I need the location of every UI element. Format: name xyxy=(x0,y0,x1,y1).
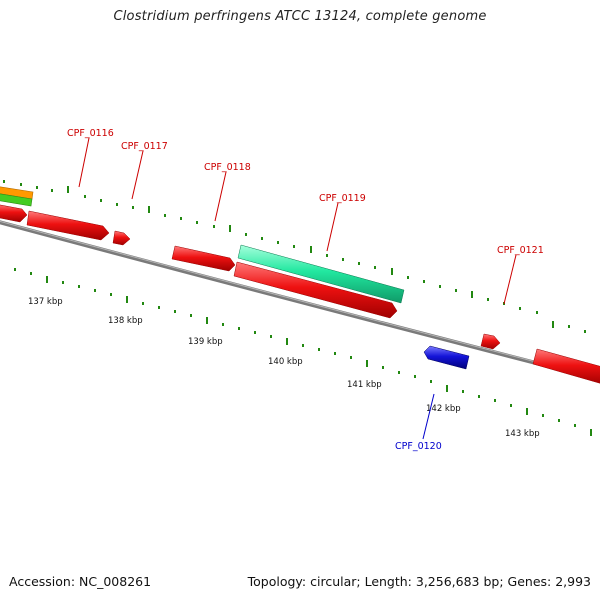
forward-cds-track xyxy=(0,204,600,384)
gene-label-cpf-0121: CPF_0121 xyxy=(497,245,544,256)
feature-bar xyxy=(237,244,405,304)
gene-labels: CPF_0116 CPF_0117 CPF_0118 CPF_0119 CPF_… xyxy=(67,128,544,452)
scale-tick-labels: 137 kbp 138 kbp 139 kbp 140 kbp 141 kbp … xyxy=(28,297,540,439)
scale-tick-label: 140 kbp xyxy=(268,357,303,367)
scale-tick-label: 142 kbp xyxy=(426,404,461,414)
scale-tick-label: 139 kbp xyxy=(188,337,223,347)
cds-arrow xyxy=(171,245,236,272)
cds-arrow xyxy=(480,333,501,350)
label-leaders xyxy=(78,137,517,440)
map-title: Clostridium perfringens ATCC 13124, comp… xyxy=(113,9,487,24)
gene-label-cpf-0119: CPF_0119 xyxy=(319,193,366,204)
reverse-cds-arrow xyxy=(423,345,470,370)
scale-tick-label: 141 kbp xyxy=(347,380,382,390)
gene-label-cpf-0117: CPF_0117 xyxy=(121,141,168,152)
cds-arrow xyxy=(532,348,600,384)
cds-arrow xyxy=(26,210,110,241)
scale-tick-label: 137 kbp xyxy=(28,297,63,307)
upper-tick-track xyxy=(3,180,586,333)
cds-arrow xyxy=(112,230,131,246)
green-feature xyxy=(0,193,33,207)
scale-tick-label: 143 kbp xyxy=(505,429,540,439)
lower-tick-track xyxy=(14,268,592,436)
genome-backbone xyxy=(0,220,600,382)
gene-label-cpf-0118: CPF_0118 xyxy=(204,162,251,173)
scale-tick-label: 138 kbp xyxy=(108,316,143,326)
genome-summary-text: Topology: circular; Length: 3,256,683 bp… xyxy=(247,574,591,589)
cds-arrow xyxy=(233,261,398,319)
gene-label-cpf-0116: CPF_0116 xyxy=(67,128,114,139)
accession-text: Accession: NC_008261 xyxy=(9,574,152,589)
cds-arrow xyxy=(0,204,28,223)
gene-label-cpf-0120: CPF_0120 xyxy=(395,441,442,452)
